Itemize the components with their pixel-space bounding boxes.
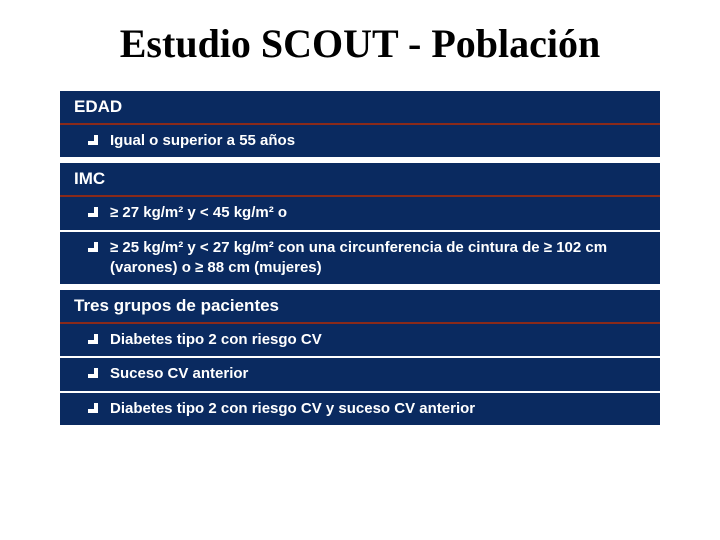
list-item: Diabetes tipo 2 con riesgo CV y suceso C…: [60, 393, 660, 425]
item-text: Diabetes tipo 2 con riesgo CV y suceso C…: [110, 399, 646, 419]
item-text: ≥ 25 kg/m² y < 27 kg/m² con una circunfe…: [110, 238, 646, 279]
list-item: Suceso CV anterior: [60, 358, 660, 390]
list-item: Diabetes tipo 2 con riesgo CV: [60, 324, 660, 356]
item-text: ≥ 27 kg/m² y < 45 kg/m² o: [110, 203, 646, 223]
bullet-icon: [88, 403, 98, 413]
list-item: ≥ 25 kg/m² y < 27 kg/m² con una circunfe…: [60, 232, 660, 285]
bullet-icon: [88, 207, 98, 217]
slide-title: Estudio SCOUT - Población: [60, 20, 660, 67]
list-item: Igual o superior a 55 años: [60, 125, 660, 157]
item-text: Diabetes tipo 2 con riesgo CV: [110, 330, 646, 350]
section-header-imc: IMC: [60, 163, 660, 197]
section-header-edad: EDAD: [60, 91, 660, 125]
section-header-grupos: Tres grupos de pacientes: [60, 290, 660, 324]
bullet-icon: [88, 368, 98, 378]
list-item: ≥ 27 kg/m² y < 45 kg/m² o: [60, 197, 660, 229]
item-text: Igual o superior a 55 años: [110, 131, 646, 151]
slide: Estudio SCOUT - Población EDAD Igual o s…: [0, 0, 720, 540]
bullet-icon: [88, 135, 98, 145]
bullet-icon: [88, 334, 98, 344]
bullet-icon: [88, 242, 98, 252]
item-text: Suceso CV anterior: [110, 364, 646, 384]
